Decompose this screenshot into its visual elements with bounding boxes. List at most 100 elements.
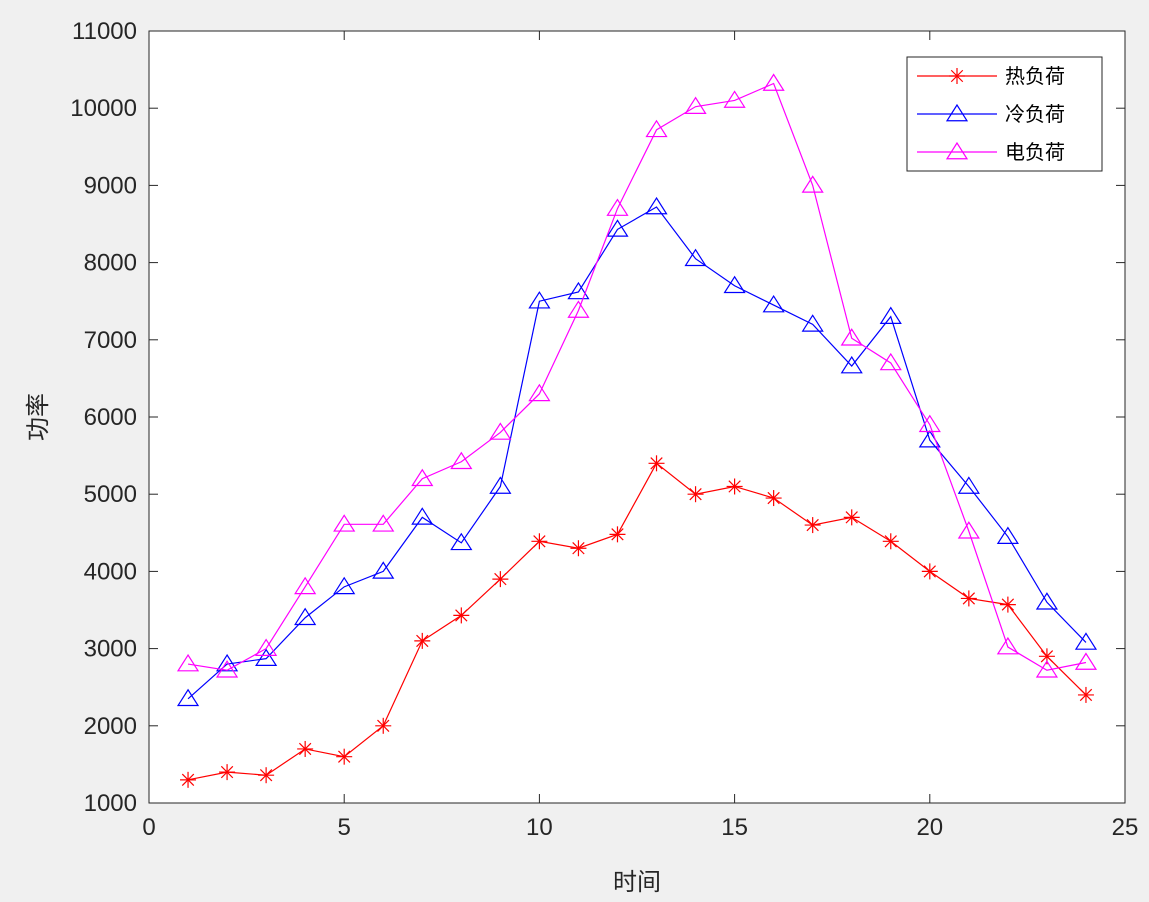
triangle-marker bbox=[1074, 632, 1098, 650]
asterisk-marker bbox=[414, 632, 431, 649]
triangle-marker bbox=[645, 196, 668, 215]
asterisk-marker bbox=[843, 509, 860, 526]
y-tick-label: 7000 bbox=[84, 327, 137, 354]
triangle-marker bbox=[762, 294, 785, 313]
series-layer bbox=[176, 73, 1098, 788]
triangle-marker bbox=[918, 414, 941, 433]
series-line bbox=[187, 462, 1087, 781]
asterisk-marker bbox=[804, 517, 821, 534]
series-3 bbox=[176, 73, 1098, 678]
triangle-marker bbox=[684, 248, 707, 267]
triangle-marker bbox=[723, 275, 746, 294]
asterisk-marker bbox=[258, 767, 275, 784]
asterisk-marker bbox=[1077, 686, 1094, 703]
x-tick-label: 10 bbox=[526, 814, 553, 841]
asterisk-marker bbox=[336, 748, 353, 765]
triangle-marker bbox=[450, 451, 473, 470]
asterisk-marker bbox=[765, 490, 782, 507]
legend-label: 电负荷 bbox=[1005, 140, 1065, 164]
legend-label: 热负荷 bbox=[1005, 64, 1065, 88]
legend-item: 热负荷 bbox=[917, 64, 1065, 88]
legend-item: 冷负荷 bbox=[917, 102, 1065, 126]
asterisk-marker bbox=[453, 607, 470, 624]
triangle-marker bbox=[684, 96, 707, 115]
triangle-marker bbox=[957, 476, 980, 494]
legend-item: 电负荷 bbox=[917, 140, 1065, 164]
x-axis-label: 时间 bbox=[613, 868, 661, 896]
asterisk-marker bbox=[492, 571, 509, 588]
triangle-marker bbox=[945, 141, 969, 160]
triangle-marker bbox=[567, 300, 590, 318]
triangle-marker bbox=[176, 653, 200, 672]
triangle-marker bbox=[372, 561, 395, 579]
y-tick-label: 5000 bbox=[84, 481, 137, 508]
asterisk-marker bbox=[882, 533, 899, 550]
triangle-marker bbox=[294, 607, 317, 626]
triangle-marker bbox=[176, 688, 200, 707]
asterisk-marker bbox=[921, 563, 938, 580]
asterisk-marker bbox=[999, 596, 1016, 613]
asterisk-marker bbox=[960, 590, 977, 607]
asterisk-marker bbox=[949, 68, 965, 84]
triangle-marker bbox=[840, 355, 863, 374]
triangle-marker bbox=[1035, 660, 1059, 678]
asterisk-marker bbox=[648, 455, 665, 472]
triangle-marker bbox=[801, 175, 824, 193]
y-tick-label: 3000 bbox=[84, 636, 137, 663]
triangle-marker bbox=[723, 90, 746, 108]
triangle-marker bbox=[294, 576, 317, 595]
triangle-marker bbox=[957, 521, 980, 539]
x-tick-label: 0 bbox=[142, 814, 155, 841]
y-tick-label: 10000 bbox=[70, 95, 137, 122]
y-tick-label: 9000 bbox=[84, 172, 137, 199]
axes: 0 5 10 15 20 25 1000 2000 3000 4000 5000 6000 7000 80… bbox=[70, 18, 1138, 841]
triangle-marker bbox=[801, 314, 824, 332]
y-axis-label: 功率 bbox=[24, 393, 52, 441]
asterisk-marker bbox=[570, 540, 587, 557]
triangle-marker bbox=[1035, 592, 1059, 610]
y-tick-label: 2000 bbox=[84, 713, 137, 740]
asterisk-marker bbox=[531, 533, 548, 550]
x-tick-label: 5 bbox=[338, 814, 351, 841]
triangle-marker bbox=[606, 198, 629, 216]
x-tick-label: 15 bbox=[721, 814, 748, 841]
asterisk-marker bbox=[219, 764, 236, 781]
triangle-marker bbox=[333, 514, 356, 532]
x-tick-label: 25 bbox=[1112, 814, 1139, 841]
triangle-marker bbox=[567, 281, 590, 300]
triangle-marker bbox=[879, 306, 902, 324]
asterisk-marker bbox=[375, 717, 392, 734]
triangle-marker bbox=[762, 73, 785, 91]
triangle-marker bbox=[215, 660, 239, 678]
legend-label: 冷负荷 bbox=[1005, 102, 1065, 126]
y-tick-label: 11000 bbox=[72, 18, 137, 45]
triangle-marker bbox=[528, 383, 551, 402]
asterisk-marker bbox=[609, 526, 626, 543]
series-2 bbox=[176, 196, 1098, 707]
y-tick-label: 4000 bbox=[84, 558, 137, 585]
triangle-marker bbox=[372, 514, 395, 532]
triangle-marker bbox=[528, 291, 551, 309]
series-line bbox=[187, 206, 1087, 700]
triangle-marker bbox=[1074, 652, 1098, 670]
triangle-marker bbox=[840, 328, 863, 346]
triangle-marker bbox=[450, 532, 473, 551]
series-line bbox=[187, 82, 1087, 671]
triangle-marker bbox=[333, 576, 356, 595]
y-tick-label: 8000 bbox=[84, 250, 137, 277]
asterisk-marker bbox=[180, 771, 197, 788]
y-tick-label: 6000 bbox=[84, 404, 137, 431]
triangle-marker bbox=[255, 648, 278, 666]
triangle-marker bbox=[411, 507, 434, 525]
asterisk-marker bbox=[726, 478, 743, 495]
series-1 bbox=[180, 455, 1094, 788]
triangle-marker bbox=[411, 468, 434, 487]
y-tick-label: 1000 bbox=[84, 790, 137, 817]
x-tick-label: 20 bbox=[916, 814, 943, 841]
triangle-marker bbox=[879, 352, 902, 371]
triangle-marker bbox=[489, 422, 512, 440]
triangle-marker bbox=[606, 219, 629, 237]
triangle-marker bbox=[255, 638, 278, 656]
